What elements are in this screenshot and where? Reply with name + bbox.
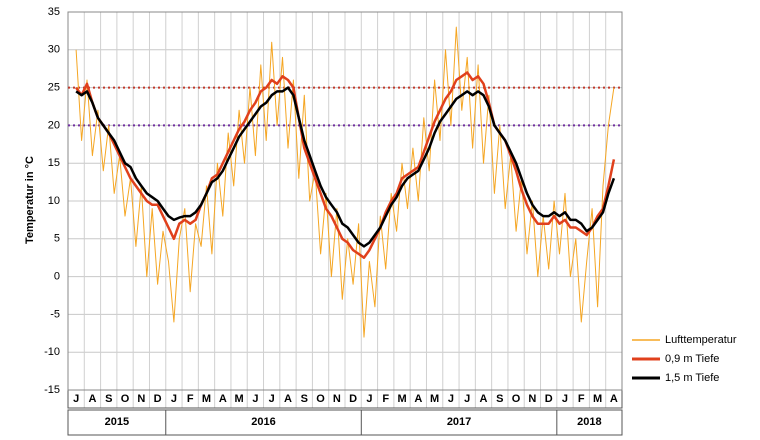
y-tick-label: 30 [48,44,60,56]
x-tick-label: A [610,393,618,405]
y-axis-label: Temperatur in °C [24,156,36,244]
x-tick-label: J [171,393,177,405]
x-tick-label: F [578,393,585,405]
y-tick-label: 25 [48,82,60,94]
x-tick-label: J [366,393,372,405]
series-line [75,26,615,338]
x-tick-label: A [414,393,422,405]
x-tick-label: D [545,393,553,405]
x-tick-label: S [496,393,503,405]
y-tick-label: 15 [48,157,60,169]
x-tick-label: F [382,393,389,405]
x-tick-label: A [88,393,96,405]
y-tick-label: 10 [48,195,60,207]
x-tick-label: M [593,393,602,405]
year-label: 2017 [447,416,471,428]
x-tick-label: D [154,393,162,405]
y-tick-label: 20 [48,119,60,131]
year-label: 2016 [251,416,275,428]
plot-frame [67,11,623,391]
x-tick-label: A [480,393,488,405]
x-tick-label: A [219,393,227,405]
x-tick-label: M [430,393,439,405]
x-tick-label: F [187,393,194,405]
x-tick-label: M [235,393,244,405]
x-tick-label: O [512,393,521,405]
x-tick-label: S [105,393,112,405]
series-line [75,86,616,248]
y-tick-label: -10 [44,346,60,358]
legend-label: 1,5 m Tiefe [665,372,719,384]
x-tick-label: M [397,393,406,405]
y-tick-label: -15 [44,384,60,396]
x-tick-label: J [73,393,79,405]
x-tick-label: J [464,393,470,405]
y-tick-label: 0 [54,271,60,283]
x-tick-label: J [448,393,454,405]
y-tick-label: 35 [48,6,60,18]
legend-label: Lufttemperatur [665,334,737,346]
x-tick-label: O [316,393,325,405]
y-tick-label: 5 [54,233,60,245]
x-tick-label: N [333,393,341,405]
x-tick-label: N [528,393,536,405]
year-row [67,409,623,436]
x-tick-label: D [349,393,357,405]
x-tick-label: N [137,393,145,405]
y-tick-label: -5 [50,308,60,320]
x-tick-label: M [202,393,211,405]
legend-label: 0,9 m Tiefe [665,353,719,365]
year-label: 2015 [105,416,129,428]
x-tick-label: S [301,393,308,405]
x-tick-label: A [284,393,292,405]
x-tick-label: O [121,393,130,405]
x-tick-label: J [252,393,258,405]
year-label: 2018 [577,416,601,428]
series-line [75,71,616,259]
x-tick-label: J [562,393,568,405]
x-tick-label: J [269,393,275,405]
